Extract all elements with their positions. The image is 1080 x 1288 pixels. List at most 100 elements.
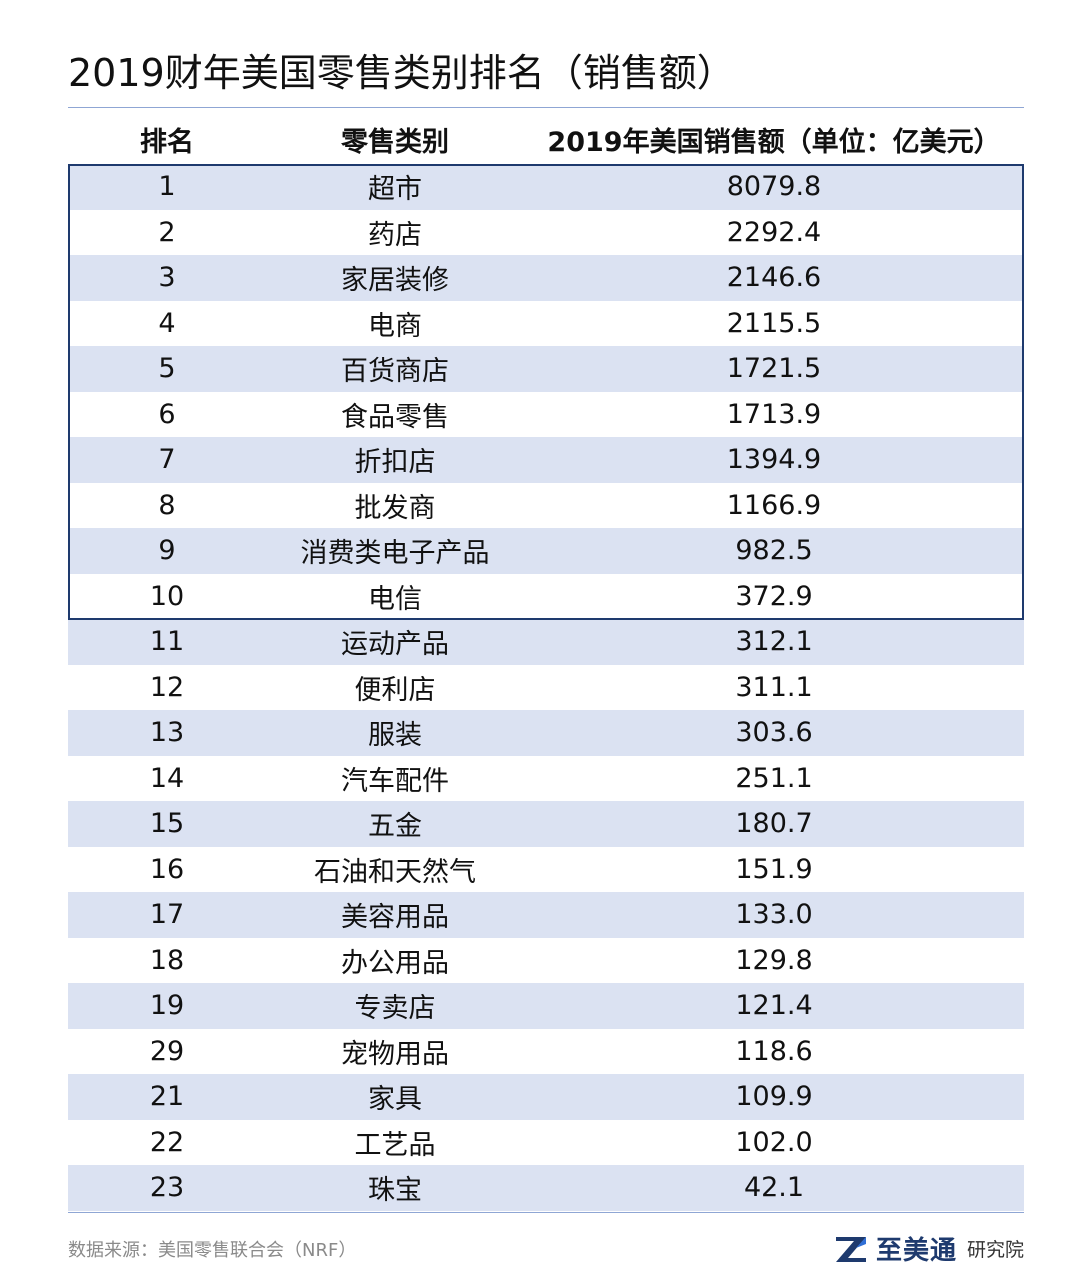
sales-cell: 42.1 bbox=[524, 1165, 1024, 1211]
rank-cell: 18 bbox=[68, 937, 266, 983]
sales-cell: 1721.5 bbox=[524, 346, 1024, 392]
brand-subtitle: 研究院 bbox=[966, 1239, 1024, 1261]
page-title: 2019财年美国零售类别排名（销售额） bbox=[68, 51, 735, 96]
sales-cell: 303.6 bbox=[524, 710, 1024, 756]
rank-cell: 16 bbox=[68, 846, 266, 892]
table-row: 8 批发商 1166.9 bbox=[68, 482, 1024, 528]
category-cell: 便利店 bbox=[266, 664, 524, 710]
table-row: 3 家居装修 2146.6 bbox=[68, 255, 1024, 301]
rank-cell: 23 bbox=[68, 1165, 266, 1211]
table-row: 15 五金 180.7 bbox=[68, 801, 1024, 847]
category-cell: 美容用品 bbox=[266, 892, 524, 938]
rank-cell: 29 bbox=[68, 1028, 266, 1074]
ranking-table: 排名 零售类别 2019年美国销售额（单位：亿美元） 1 超市 8079.8 2 药店 2… bbox=[68, 114, 1024, 1211]
category-cell: 石油和天然气 bbox=[266, 846, 524, 892]
table-row: 7 折扣店 1394.9 bbox=[68, 437, 1024, 483]
sales-cell: 151.9 bbox=[524, 846, 1024, 892]
category-cell: 家居装修 bbox=[266, 255, 524, 301]
top-divider bbox=[68, 107, 1024, 108]
table-row: 19 专卖店 121.4 bbox=[68, 983, 1024, 1029]
category-cell: 消费类电子产品 bbox=[266, 528, 524, 574]
sales-cell: 982.5 bbox=[524, 528, 1024, 574]
bottom-divider bbox=[68, 1212, 1024, 1213]
category-cell: 电信 bbox=[266, 573, 524, 619]
table-row: 14 汽车配件 251.1 bbox=[68, 755, 1024, 801]
category-cell: 食品零售 bbox=[266, 391, 524, 437]
table-row: 11 运动产品 312.1 bbox=[68, 619, 1024, 665]
table-row: 5 百货商店 1721.5 bbox=[68, 346, 1024, 392]
table-row: 1 超市 8079.8 bbox=[68, 164, 1024, 210]
brand-name: 至美通 bbox=[875, 1236, 957, 1266]
sales-cell: 2292.4 bbox=[524, 209, 1024, 255]
table-row: 22 工艺品 102.0 bbox=[68, 1119, 1024, 1165]
sales-cell: 372.9 bbox=[524, 573, 1024, 619]
table-row: 10 电信 372.9 bbox=[68, 573, 1024, 619]
category-cell: 折扣店 bbox=[266, 437, 524, 483]
category-cell: 工艺品 bbox=[266, 1119, 524, 1165]
category-cell: 运动产品 bbox=[266, 619, 524, 665]
source-note: 数据来源：美国零售联合会（NRF） bbox=[68, 1240, 357, 1261]
sales-cell: 311.1 bbox=[524, 664, 1024, 710]
rank-cell: 15 bbox=[68, 801, 266, 847]
rank-cell: 21 bbox=[68, 1074, 266, 1120]
table-row: 2 药店 2292.4 bbox=[68, 209, 1024, 255]
sales-cell: 2146.6 bbox=[524, 255, 1024, 301]
sales-cell: 1713.9 bbox=[524, 391, 1024, 437]
sales-cell: 8079.8 bbox=[524, 164, 1024, 210]
sales-cell: 2115.5 bbox=[524, 300, 1024, 346]
table-header-row: 排名 零售类别 2019年美国销售额（单位：亿美元） bbox=[68, 114, 1024, 164]
category-cell: 批发商 bbox=[266, 482, 524, 528]
table-row: 9 消费类电子产品 982.5 bbox=[68, 528, 1024, 574]
category-cell: 宠物用品 bbox=[266, 1028, 524, 1074]
category-cell: 电商 bbox=[266, 300, 524, 346]
table-row: 16 石油和天然气 151.9 bbox=[68, 846, 1024, 892]
category-cell: 超市 bbox=[266, 164, 524, 210]
sales-cell: 118.6 bbox=[524, 1028, 1024, 1074]
table-row: 23 珠宝 42.1 bbox=[68, 1165, 1024, 1211]
sales-cell: 251.1 bbox=[524, 755, 1024, 801]
table-row: 6 食品零售 1713.9 bbox=[68, 391, 1024, 437]
sales-cell: 1166.9 bbox=[524, 482, 1024, 528]
rank-cell: 8 bbox=[68, 482, 266, 528]
category-cell: 家具 bbox=[266, 1074, 524, 1120]
rank-cell: 6 bbox=[68, 391, 266, 437]
header-category: 零售类别 bbox=[341, 126, 449, 158]
rank-cell: 12 bbox=[68, 664, 266, 710]
table-row: 18 办公用品 129.8 bbox=[68, 937, 1024, 983]
rank-cell: 3 bbox=[68, 255, 266, 301]
sales-cell: 312.1 bbox=[524, 619, 1024, 665]
sales-cell: 102.0 bbox=[524, 1119, 1024, 1165]
rank-cell: 11 bbox=[68, 619, 266, 665]
rank-cell: 22 bbox=[68, 1119, 266, 1165]
rank-cell: 9 bbox=[68, 528, 266, 574]
category-cell: 药店 bbox=[266, 209, 524, 255]
rank-cell: 13 bbox=[68, 710, 266, 756]
rank-cell: 4 bbox=[68, 300, 266, 346]
table-row: 29 宠物用品 118.6 bbox=[68, 1028, 1024, 1074]
category-cell: 珠宝 bbox=[266, 1165, 524, 1211]
category-cell: 办公用品 bbox=[266, 937, 524, 983]
sales-cell: 180.7 bbox=[524, 801, 1024, 847]
rank-cell: 14 bbox=[68, 755, 266, 801]
rank-cell: 5 bbox=[68, 346, 266, 392]
brand-logo-block: 至美通 研究院 bbox=[834, 1230, 1024, 1267]
table-row: 4 电商 2115.5 bbox=[68, 300, 1024, 346]
brand-z-icon bbox=[835, 1236, 866, 1262]
rank-cell: 1 bbox=[68, 164, 266, 210]
table-row: 12 便利店 311.1 bbox=[68, 664, 1024, 710]
rank-cell: 17 bbox=[68, 892, 266, 938]
category-cell: 专卖店 bbox=[266, 983, 524, 1029]
rank-cell: 2 bbox=[68, 209, 266, 255]
table-row: 21 家具 109.9 bbox=[68, 1074, 1024, 1120]
table-body: 1 超市 8079.8 2 药店 2292.4 3 家居装修 2146.6 4 电商 2115.5 5 百… bbox=[68, 164, 1024, 1211]
sales-cell: 129.8 bbox=[524, 937, 1024, 983]
sales-cell: 1394.9 bbox=[524, 437, 1024, 483]
rank-cell: 10 bbox=[68, 573, 266, 619]
category-cell: 汽车配件 bbox=[266, 755, 524, 801]
rank-cell: 19 bbox=[68, 983, 266, 1029]
header-sales: 2019年美国销售额（单位：亿美元） bbox=[547, 126, 1001, 158]
category-cell: 五金 bbox=[266, 801, 524, 847]
sales-cell: 133.0 bbox=[524, 892, 1024, 938]
sales-cell: 109.9 bbox=[524, 1074, 1024, 1120]
sales-cell: 121.4 bbox=[524, 983, 1024, 1029]
